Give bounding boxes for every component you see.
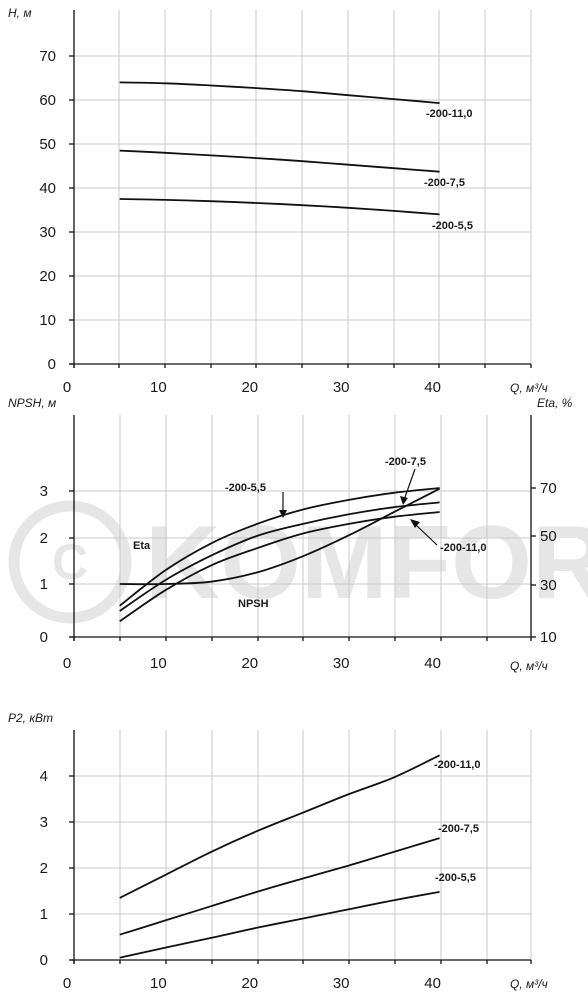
npsh-eta-chart: 0 10 20 30 40 0 1 2 3 10 30 50 70 NPSH, м Eta, % Q, … [8, 396, 573, 673]
power-tick-labels: 0 10 20 30 40 0 1 2 3 4 [40, 768, 441, 992]
npsh-y-tick-label: 2 [40, 530, 48, 547]
eta-ylabel: Eta, % [537, 396, 573, 410]
eta-y2-tick-label: 50 [540, 528, 557, 545]
eta-label-200-11: -200-11,0 [440, 542, 486, 554]
npsh-y-tick-label: 0 [40, 629, 48, 646]
power-chart: 0 10 20 30 40 0 1 2 3 4 P2, кВт Q, м³/ч -200-11,0… [8, 711, 548, 992]
npsh-y-tick-label: 1 [40, 576, 48, 593]
head-xlabel: Q, м³/ч [510, 381, 548, 395]
head-y-tick-label: 60 [39, 92, 56, 109]
power-grid [74, 730, 532, 960]
eta-label-200-5: -200-5,5 [225, 482, 266, 494]
head-y-tick-label: 0 [48, 356, 56, 373]
eta-y2-tick-label: 30 [540, 577, 557, 594]
npsh-grid [74, 415, 532, 637]
power-y-tick-label: 3 [40, 814, 48, 831]
power-xlabel: Q, м³/ч [510, 977, 548, 991]
npsh-series-line-npsh [119, 487, 441, 586]
power-x-tick-label: 10 [150, 975, 167, 992]
power-series-line-200-11-0 [119, 754, 440, 899]
head-series-line-200-7-5 [119, 149, 440, 173]
head-series-line-200-11-0 [119, 81, 440, 104]
head-series-line-200-5-5 [119, 198, 440, 216]
power-label-200-7: -200-7,5 [438, 823, 479, 835]
watermark-text: KOMFORT [145, 505, 588, 621]
head-y-tick-label: 30 [39, 224, 56, 241]
power-series-line-200-7-5 [119, 837, 440, 936]
head-tick-labels: 0 10 20 30 40 0 10 20 30 40 50 60 70 [39, 48, 441, 396]
power-series-line-200-5-5 [119, 891, 440, 959]
head-x-tick-label: 10 [150, 379, 167, 396]
npsh-x-tick-label: 20 [241, 655, 258, 672]
head-y-tick-label: 40 [39, 180, 56, 197]
head-label-200-5: -200-5,5 [432, 220, 473, 232]
power-x-tick-label: 0 [63, 975, 71, 992]
head-ylabel: H, м [8, 6, 32, 20]
head-x-tick-label: 20 [241, 379, 258, 396]
head-x-tick-label: 0 [63, 379, 71, 396]
eta-y2-tick-label: 10 [540, 629, 557, 646]
npsh-ylabel: NPSH, м [8, 396, 56, 410]
head-y-tick-label: 10 [39, 312, 56, 329]
head-y-tick-label: 50 [39, 136, 56, 153]
npsh-annotation: NPSH [238, 598, 269, 610]
head-label-200-7: -200-7,5 [424, 177, 465, 189]
power-x-tick-label: 20 [241, 975, 258, 992]
head-axes [69, 10, 532, 368]
power-axes [69, 730, 532, 964]
power-x-tick-label: 40 [424, 975, 441, 992]
power-label-200-5: -200-5,5 [435, 872, 476, 884]
head-y-tick-label: 20 [39, 268, 56, 285]
power-curves [119, 754, 440, 959]
head-x-tick-label: 40 [424, 379, 441, 396]
npsh-x-tick-label: 0 [63, 655, 71, 672]
head-x-tick-label: 30 [333, 379, 350, 396]
eta-label-200-7: -200-7,5 [385, 456, 426, 468]
head-curves [119, 81, 440, 216]
power-label-200-11: -200-11,0 [434, 759, 480, 771]
npsh-x-tick-label: 40 [424, 655, 441, 672]
power-y-tick-label: 1 [40, 906, 48, 923]
npsh-x-tick-label: 10 [150, 655, 167, 672]
npsh-x-tick-label: 30 [333, 655, 350, 672]
power-x-tick-label: 30 [333, 975, 350, 992]
npsh-eta-curves [119, 487, 441, 623]
power-ylabel: P2, кВт [8, 711, 53, 725]
power-y-tick-label: 0 [40, 952, 48, 969]
npsh-axes [69, 415, 536, 641]
head-chart: 0 10 20 30 40 0 10 20 30 40 50 60 70 H, м Q, м³/ч -2… [8, 6, 548, 396]
npsh-y-tick-label: 3 [40, 483, 48, 500]
power-y-tick-label: 2 [40, 860, 48, 877]
head-grid [74, 10, 532, 364]
npsh-series-line-200-5-5 [119, 487, 440, 607]
head-y-tick-label: 70 [39, 48, 56, 65]
npsh-xlabel: Q, м³/ч [510, 659, 548, 673]
komfort-watermark: C KOMFORT [8, 500, 588, 624]
eta-annotation: Eta [133, 540, 151, 552]
eta-y2-tick-label: 70 [540, 480, 557, 497]
head-label-200-11: -200-11,0 [426, 108, 472, 120]
npsh-series-line-200-11-0 [119, 511, 440, 623]
pointer-arrows [279, 468, 438, 546]
svg-text:C: C [52, 534, 88, 590]
npsh-tick-labels: 0 10 20 30 40 0 1 2 3 10 30 50 70 [40, 480, 557, 672]
power-y-tick-label: 4 [40, 768, 48, 785]
npsh-series-line-200-7-5 [119, 501, 440, 612]
